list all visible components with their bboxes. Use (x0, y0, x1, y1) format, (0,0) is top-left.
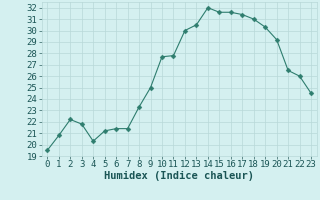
X-axis label: Humidex (Indice chaleur): Humidex (Indice chaleur) (104, 171, 254, 181)
